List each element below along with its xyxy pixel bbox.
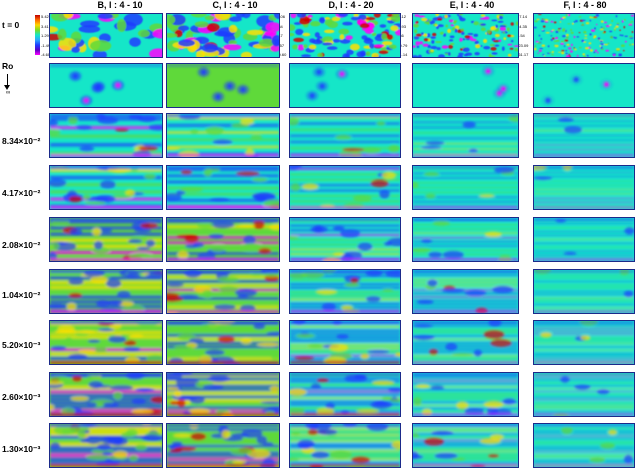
colorbar-e-tick: 32.12 xyxy=(396,14,407,19)
panel-d-row-6 xyxy=(289,320,401,365)
panel-b-row-2 xyxy=(49,113,163,158)
panel-f-row-5 xyxy=(533,269,635,314)
row-label-3: 2.08×10⁻² xyxy=(2,240,41,250)
panel-c-row-6 xyxy=(166,320,280,365)
ro-arrow-icon xyxy=(4,74,10,90)
colorbar-b-tick: 3.41 xyxy=(41,24,49,29)
panel-b-row-6 xyxy=(49,320,163,365)
colorbar-d-tick: -10.60 xyxy=(275,52,287,57)
panel-b-row-8 xyxy=(49,423,163,468)
colorbar-f-tick: -23.09 xyxy=(517,43,529,48)
column-title-d: D, l : 4 - 20 xyxy=(328,0,374,10)
column-title-b: B, l : 4 - 10 xyxy=(97,0,143,10)
panel-f-row-6 xyxy=(533,320,635,365)
column-title-c: C, l : 4 - 10 xyxy=(212,0,258,10)
colorbar-b-tick: -1.49 xyxy=(41,43,51,48)
colorbar-e-tick: -10.79 xyxy=(396,43,408,48)
panel-d-row-1 xyxy=(289,63,401,108)
colorbar-f-tick: 34.35 xyxy=(517,24,528,29)
panel-b-row-0 xyxy=(49,13,163,58)
panel-f-row-8 xyxy=(533,423,635,468)
panel-e-row-0 xyxy=(412,13,519,58)
colorbar-b-tick: -4.60 xyxy=(41,52,51,57)
colorbar-b xyxy=(35,15,40,55)
panel-e-row-4 xyxy=(412,217,519,262)
panel-e-row-3 xyxy=(412,165,519,210)
panel-d-row-4 xyxy=(289,217,401,262)
colorbar-f-tick: 57.14 xyxy=(517,14,528,19)
panel-f-row-4 xyxy=(533,217,635,262)
ro-infinity-label: ∞ xyxy=(6,90,11,96)
panel-e-row-5 xyxy=(412,269,519,314)
panel-f-row-0 xyxy=(533,13,635,58)
panel-d-row-5 xyxy=(289,269,401,314)
row-label-7: 1.30×10⁻³ xyxy=(2,444,41,454)
row-label-5: 5.20×10⁻³ xyxy=(2,340,41,350)
panel-d-row-8 xyxy=(289,423,401,468)
column-title-f: F, l : 4 - 80 xyxy=(563,0,607,10)
panel-d-row-0 xyxy=(289,13,401,58)
panel-b-row-1 xyxy=(49,63,163,108)
panel-b-row-5 xyxy=(49,269,163,314)
panel-c-row-5 xyxy=(166,269,280,314)
colorbar-e-tick: -31.14 xyxy=(396,52,408,57)
panel-c-row-8 xyxy=(166,423,280,468)
panel-e-row-6 xyxy=(412,320,519,365)
panel-c-row-3 xyxy=(166,165,280,210)
row-label-1: 8.34×10⁻² xyxy=(2,136,41,146)
panel-f-row-3 xyxy=(533,165,635,210)
panel-e-row-8 xyxy=(412,423,519,468)
panel-d-row-7 xyxy=(289,372,401,417)
row-label-2: 4.17×10⁻² xyxy=(2,188,41,198)
colorbar-b-tick: 1.29 xyxy=(41,33,49,38)
panel-d-row-3 xyxy=(289,165,401,210)
panel-f-row-2 xyxy=(533,113,635,158)
panel-e-row-2 xyxy=(412,113,519,158)
column-title-e: E, l : 4 - 40 xyxy=(449,0,495,10)
panel-d-row-2 xyxy=(289,113,401,158)
panel-c-row-1 xyxy=(166,63,280,108)
panel-e-row-7 xyxy=(412,372,519,417)
row-label-ro: Ro xyxy=(2,61,14,71)
colorbar-f-tick: -61.17 xyxy=(517,52,529,57)
panel-b-row-3 xyxy=(49,165,163,210)
colorbar-b-tick: 5.42 xyxy=(41,14,49,19)
panel-c-row-2 xyxy=(166,113,280,158)
colorbar-f-tick: 9.54 xyxy=(517,33,525,38)
panel-c-row-0 xyxy=(166,13,280,58)
colorbar-d-tick: 14.06 xyxy=(275,14,286,19)
row-label-6: 2.60×10⁻³ xyxy=(2,392,41,402)
panel-b-row-4 xyxy=(49,217,163,262)
panel-c-row-7 xyxy=(166,372,280,417)
panel-f-row-1 xyxy=(533,63,635,108)
panel-c-row-4 xyxy=(166,217,280,262)
panel-f-row-7 xyxy=(533,372,635,417)
colorbar-e-tick: 19.93 xyxy=(396,24,407,29)
row-label-t0: t = 0 xyxy=(2,20,20,30)
panel-e-row-1 xyxy=(412,63,519,108)
row-label-4: 1.04×10⁻² xyxy=(2,290,41,300)
panel-b-row-7 xyxy=(49,372,163,417)
